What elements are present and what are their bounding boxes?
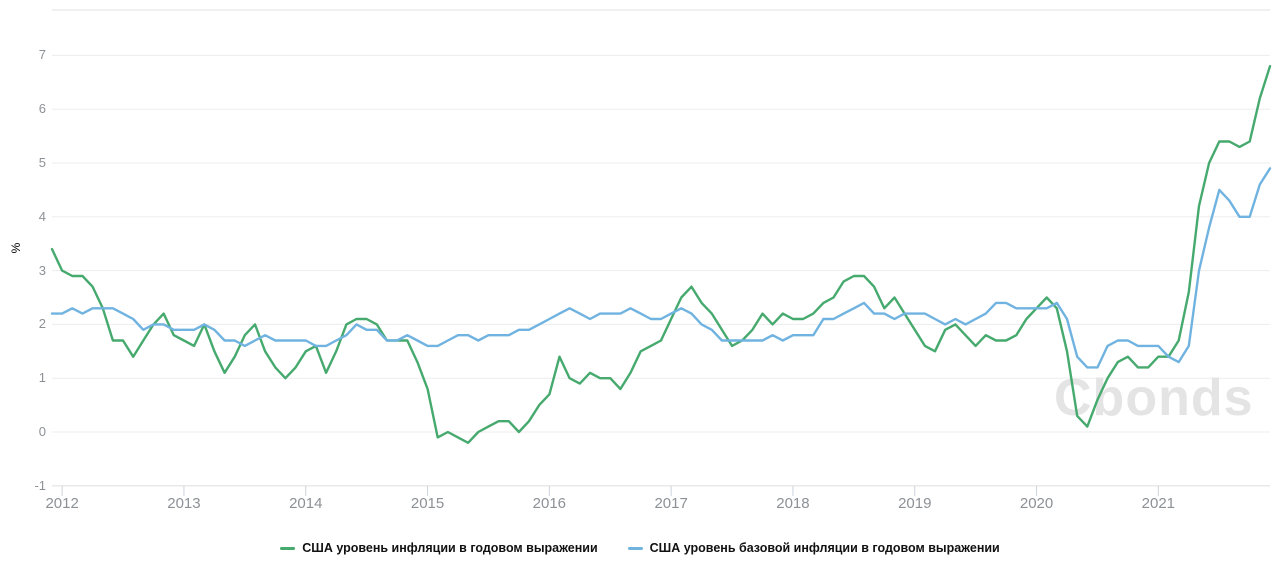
chart-legend: США уровень инфляции в годовом выражении… [0,537,1280,559]
legend-label-core-inflation: США уровень базовой инфляции в годовом в… [649,541,1000,555]
legend-label-inflation: США уровень инфляции в годовом выражении [302,541,598,555]
y-axis-title-percent: % [9,242,23,254]
legend-item-core-inflation[interactable]: США уровень базовой инфляции в годовом в… [627,541,1000,555]
inflation-series-line-swatch [280,546,296,550]
legend-item-inflation[interactable]: США уровень инфляции в годовом выражении [280,541,598,555]
cbonds-watermark: Cbonds [1054,369,1254,427]
core-inflation-series-line-swatch [627,546,643,550]
